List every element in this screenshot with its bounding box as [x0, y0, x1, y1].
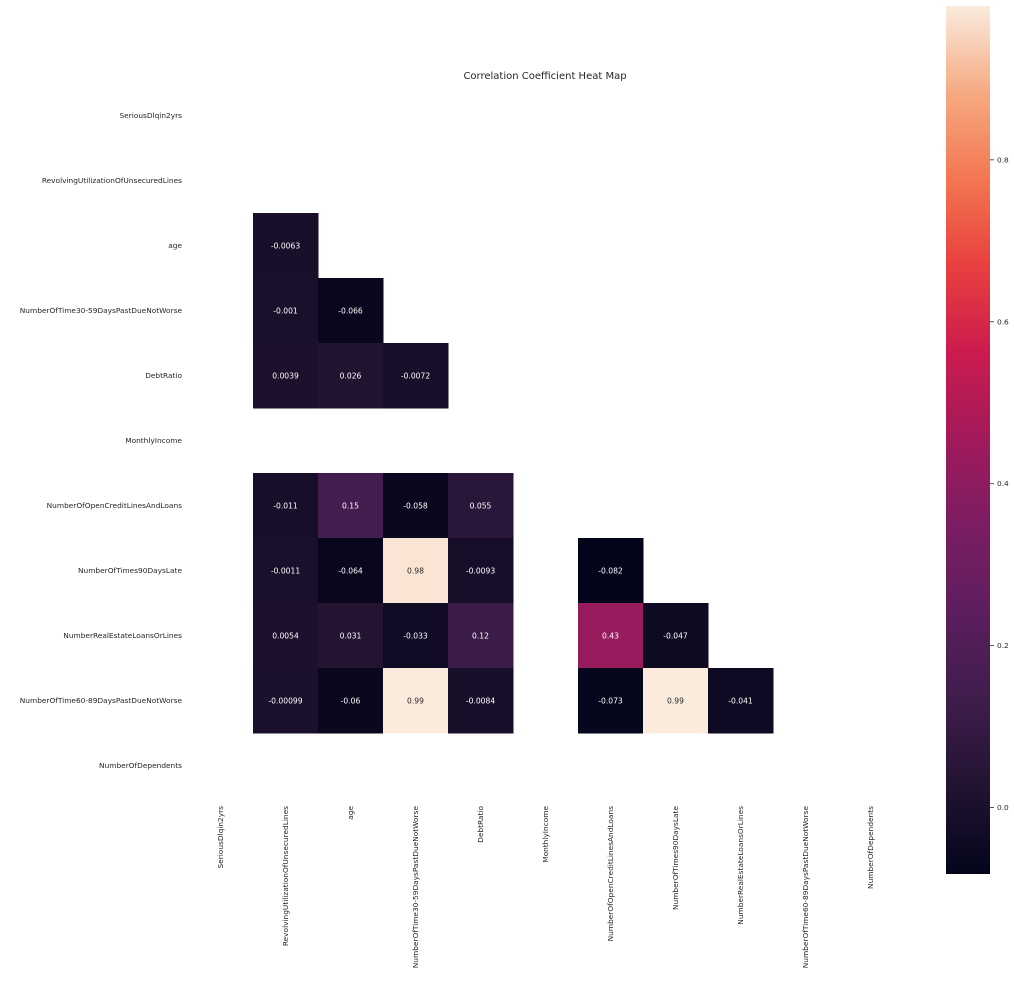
x-tick-label: NumberOfTimes90DaysLate — [671, 806, 680, 910]
heatmap-cell-label: 0.055 — [470, 502, 492, 511]
heatmap-cell-label: 0.0054 — [272, 632, 299, 641]
colorbar-tick-label: 0.6 — [997, 317, 1009, 326]
heatmap-cell — [383, 538, 449, 604]
x-axis-tick-labels: SeriousDlqin2yrs RevolvingUtilizationOfUn… — [216, 806, 875, 969]
heatmap-cell-label: 0.0039 — [272, 372, 299, 381]
heatmap-cell-labels: -0.0063 -0.001 -0.066 0.0039 0.026 -0.0072 -0.… — [268, 242, 752, 706]
heatmap-cell — [318, 473, 384, 539]
heatmap-cell — [253, 473, 319, 539]
heatmap-cell — [253, 603, 319, 669]
heatmap-cell — [253, 278, 319, 344]
y-tick-label: RevolvingUtilizationOfUnsecuredLines — [42, 176, 182, 185]
heatmap-cell — [253, 668, 319, 734]
heatmap-cell-label: -0.073 — [598, 697, 623, 706]
heatmap-cell — [383, 603, 449, 669]
heatmap-cell — [318, 343, 384, 409]
heatmap-cell — [708, 668, 774, 734]
heatmap-cell-label: -0.0072 — [401, 372, 430, 381]
heatmap-cell-label: 0.43 — [602, 632, 619, 641]
x-tick-label: NumberOfTime30-59DaysPastDueNotWorse — [411, 806, 420, 969]
heatmap-cell-label: -0.066 — [338, 307, 363, 316]
colorbar-tick-label: 0.8 — [997, 155, 1009, 164]
heatmap-cell — [318, 603, 384, 669]
heatmap-cell — [448, 668, 514, 734]
heatmap-cell-label: -0.0011 — [271, 567, 300, 576]
heatmap-cell-label: -0.001 — [273, 307, 298, 316]
heatmap-cell — [253, 343, 319, 409]
heatmap-cell-label: -0.00099 — [268, 697, 302, 706]
heatmap-cell-label: 0.12 — [472, 632, 489, 641]
y-tick-label: age — [168, 241, 182, 250]
heatmap-cell-label: -0.033 — [403, 632, 428, 641]
heatmap-cell-label: 0.026 — [340, 372, 362, 381]
y-tick-label: NumberRealEstateLoansOrLines — [63, 631, 182, 640]
y-tick-label: NumberOfTime30-59DaysPastDueNotWorse — [20, 306, 183, 315]
heatmap-cell-label: -0.06 — [341, 697, 361, 706]
y-tick-label: NumberOfTimes90DaysLate — [78, 566, 182, 575]
heatmap-cell — [318, 278, 384, 344]
x-tick-label: MonthlyIncome — [541, 806, 550, 863]
heatmap-cell-label: -0.082 — [598, 567, 623, 576]
heatmap-cell — [383, 473, 449, 539]
heatmap-cell-label: -0.0063 — [271, 242, 300, 251]
y-axis-tick-labels: SeriousDlqin2yrs RevolvingUtilizationOfUn… — [20, 111, 183, 770]
y-tick-label: MonthlyIncome — [125, 436, 182, 445]
heatmap-cells — [253, 213, 774, 734]
heatmap-cell — [448, 473, 514, 539]
heatmap-cell-label: 0.98 — [407, 567, 424, 576]
heatmap-cell-label: -0.0093 — [466, 567, 495, 576]
y-tick-label: NumberOfOpenCreditLinesAndLoans — [47, 501, 182, 510]
colorbar — [946, 6, 990, 874]
x-tick-label: NumberRealEstateLoansOrLines — [736, 806, 745, 925]
heatmap-cell-label: -0.047 — [663, 632, 688, 641]
heatmap-cell-label: -0.011 — [273, 502, 298, 511]
colorbar-tick-label: 0.0 — [997, 803, 1009, 812]
heatmap-cell — [318, 538, 384, 604]
heatmap-cell — [643, 603, 709, 669]
heatmap-cell-label: 0.99 — [407, 697, 424, 706]
colorbar-tick-label: 0.4 — [997, 479, 1009, 488]
x-tick-label: age — [346, 806, 355, 820]
heatmap-cell — [253, 538, 319, 604]
heatmap-cell — [383, 668, 449, 734]
heatmap-cell-label: 0.99 — [667, 697, 684, 706]
heatmap-cell-label: -0.041 — [728, 697, 753, 706]
chart-title: Correlation Coefficient Heat Map — [463, 71, 626, 82]
heatmap-cell-label: -0.064 — [338, 567, 363, 576]
y-tick-label: NumberOfDependents — [99, 761, 182, 770]
heatmap-cell — [578, 538, 644, 604]
heatmap-cell — [383, 343, 449, 409]
colorbar-tick-label: 0.2 — [997, 641, 1009, 650]
x-tick-label: NumberOfDependents — [866, 806, 875, 889]
heatmap-cell-label: -0.058 — [403, 502, 428, 511]
x-tick-label: DebtRatio — [476, 806, 485, 843]
y-tick-label: NumberOfTime60-89DaysPastDueNotWorse — [20, 696, 183, 705]
x-tick-label: SeriousDlqin2yrs — [216, 806, 225, 869]
heatmap-cell — [578, 668, 644, 734]
y-tick-label: SeriousDlqin2yrs — [119, 111, 182, 120]
heatmap-cell — [253, 213, 319, 279]
heatmap-cell — [578, 603, 644, 669]
heatmap-cell — [448, 603, 514, 669]
x-tick-label: NumberOfTime60-89DaysPastDueNotWorse — [801, 806, 810, 969]
heatmap-cell-label: 0.15 — [342, 502, 359, 511]
y-tick-label: DebtRatio — [145, 371, 182, 380]
heatmap-cell-label: 0.031 — [340, 632, 362, 641]
heatmap-cell — [318, 668, 384, 734]
heatmap-cell-label: -0.0084 — [466, 697, 495, 706]
heatmap-cell — [448, 538, 514, 604]
colorbar-ticks: 0.0 0.2 0.4 0.6 0.8 — [990, 155, 1009, 812]
x-tick-label: RevolvingUtilizationOfUnsecuredLines — [281, 806, 290, 946]
x-tick-label: NumberOfOpenCreditLinesAndLoans — [606, 806, 615, 941]
heatmap-cell — [643, 668, 709, 734]
